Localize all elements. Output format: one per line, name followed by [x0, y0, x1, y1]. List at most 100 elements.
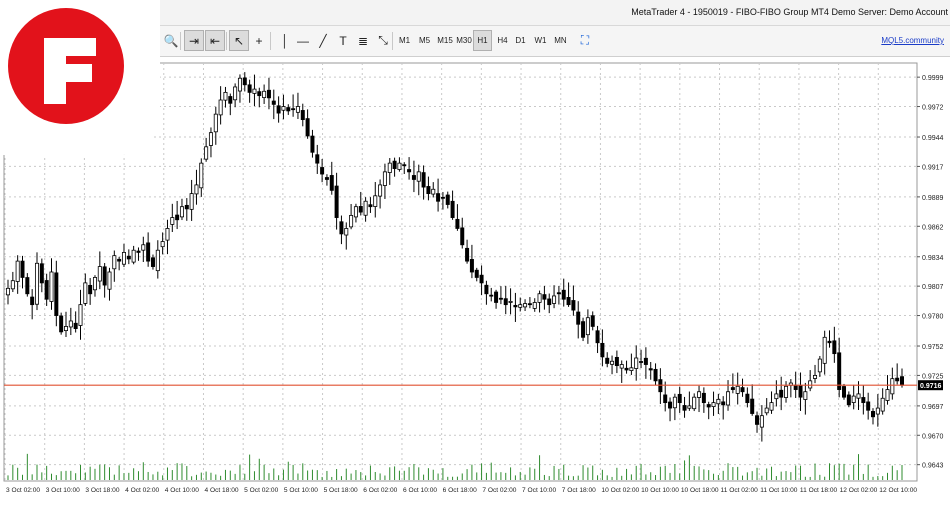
candle[interactable] [508, 300, 513, 303]
candle[interactable] [784, 385, 789, 398]
candle[interactable] [779, 389, 784, 398]
chart-shift-icon[interactable]: ⇤ [205, 30, 225, 51]
candle[interactable] [368, 204, 373, 208]
candle[interactable] [523, 303, 528, 308]
candle[interactable] [614, 356, 619, 367]
timeframe-m1[interactable]: M1 [398, 36, 411, 45]
candle[interactable] [677, 393, 682, 404]
candle[interactable] [822, 336, 827, 364]
candle[interactable] [494, 291, 499, 303]
candle[interactable] [189, 193, 194, 210]
candle[interactable] [68, 320, 73, 328]
candle[interactable] [600, 342, 605, 358]
candle[interactable] [436, 193, 441, 202]
candle[interactable] [247, 84, 252, 93]
candle[interactable] [402, 164, 407, 167]
timeframe-mn[interactable]: MN [554, 36, 567, 45]
candle[interactable] [498, 297, 503, 300]
timeframe-d1[interactable]: D1 [515, 36, 526, 45]
auto-scroll-icon[interactable]: ⇥ [184, 30, 204, 51]
candle[interactable] [392, 160, 397, 169]
candle[interactable] [10, 280, 15, 290]
candle[interactable] [126, 255, 131, 260]
candle[interactable] [73, 322, 78, 330]
zoom-in-icon[interactable]: 🔍 [163, 33, 179, 48]
candle[interactable] [421, 172, 426, 188]
candle[interactable] [798, 385, 803, 398]
mql5-link[interactable]: MQL5.community [881, 36, 944, 45]
candle[interactable] [160, 241, 165, 248]
candle[interactable] [59, 315, 64, 333]
candle[interactable] [668, 401, 673, 409]
candle[interactable] [237, 77, 242, 92]
candle[interactable] [339, 221, 344, 235]
candle[interactable] [774, 393, 779, 400]
candle[interactable] [112, 255, 117, 270]
candle[interactable] [682, 405, 687, 411]
candle[interactable] [629, 367, 634, 371]
candle[interactable] [842, 386, 847, 398]
timeframe-h1[interactable]: H1 [473, 30, 492, 51]
candle[interactable] [305, 118, 310, 137]
candle[interactable] [827, 340, 832, 344]
candle[interactable] [653, 368, 658, 382]
candle[interactable] [489, 294, 494, 297]
candle[interactable] [131, 249, 136, 263]
candle[interactable] [556, 292, 561, 295]
expand-icon[interactable]: ⛶ [580, 33, 590, 47]
candle[interactable] [218, 99, 223, 116]
candle[interactable] [136, 250, 141, 253]
candle[interactable] [146, 242, 151, 262]
candle[interactable] [769, 402, 774, 411]
candle[interactable] [387, 162, 392, 173]
candle[interactable] [107, 271, 112, 290]
candle[interactable] [518, 304, 523, 308]
candle[interactable] [513, 304, 518, 308]
candle[interactable] [271, 100, 276, 105]
candle[interactable] [233, 86, 238, 101]
candle[interactable] [373, 195, 378, 207]
candle[interactable] [102, 266, 107, 286]
candle[interactable] [155, 249, 160, 272]
candle[interactable] [837, 352, 842, 390]
trendline-icon[interactable]: ╱ [319, 33, 327, 48]
candle[interactable] [817, 358, 822, 373]
candle[interactable] [83, 282, 88, 304]
candle[interactable] [407, 169, 412, 173]
candle[interactable] [803, 391, 808, 400]
candle[interactable] [194, 184, 199, 195]
candle[interactable] [179, 206, 184, 218]
candle[interactable] [585, 317, 590, 336]
candle[interactable] [450, 200, 455, 218]
candle[interactable] [566, 297, 571, 306]
candle[interactable] [697, 391, 702, 398]
candle[interactable] [397, 162, 402, 170]
candlestick-chart-svg[interactable]: 0.9999 0.9972 0.9944 0.9917 0.9889 0.9862 0.98… [0, 57, 950, 500]
candle[interactable] [605, 357, 610, 364]
candle[interactable] [324, 177, 329, 180]
candle[interactable] [721, 401, 726, 406]
candle[interactable] [808, 380, 813, 389]
candle[interactable] [542, 294, 547, 300]
candle[interactable] [262, 90, 267, 99]
candle[interactable] [619, 364, 624, 369]
candle[interactable] [866, 401, 871, 411]
timeframe-h4[interactable]: H4 [497, 36, 508, 45]
candle[interactable] [895, 377, 900, 382]
candle[interactable] [460, 227, 465, 246]
candle[interactable] [266, 89, 271, 99]
candle[interactable] [329, 175, 334, 191]
candle[interactable] [39, 263, 44, 284]
candle[interactable] [692, 396, 697, 410]
candle[interactable] [25, 277, 30, 295]
candle[interactable] [6, 287, 11, 296]
candle[interactable] [880, 397, 885, 412]
candle[interactable] [20, 260, 25, 278]
candle[interactable] [320, 167, 325, 175]
candle[interactable] [701, 392, 706, 404]
candle[interactable] [474, 269, 479, 278]
candle[interactable] [561, 289, 566, 300]
candle[interactable] [759, 415, 764, 428]
candle[interactable] [170, 217, 175, 225]
horizontal-line-icon[interactable]: — [297, 33, 309, 48]
